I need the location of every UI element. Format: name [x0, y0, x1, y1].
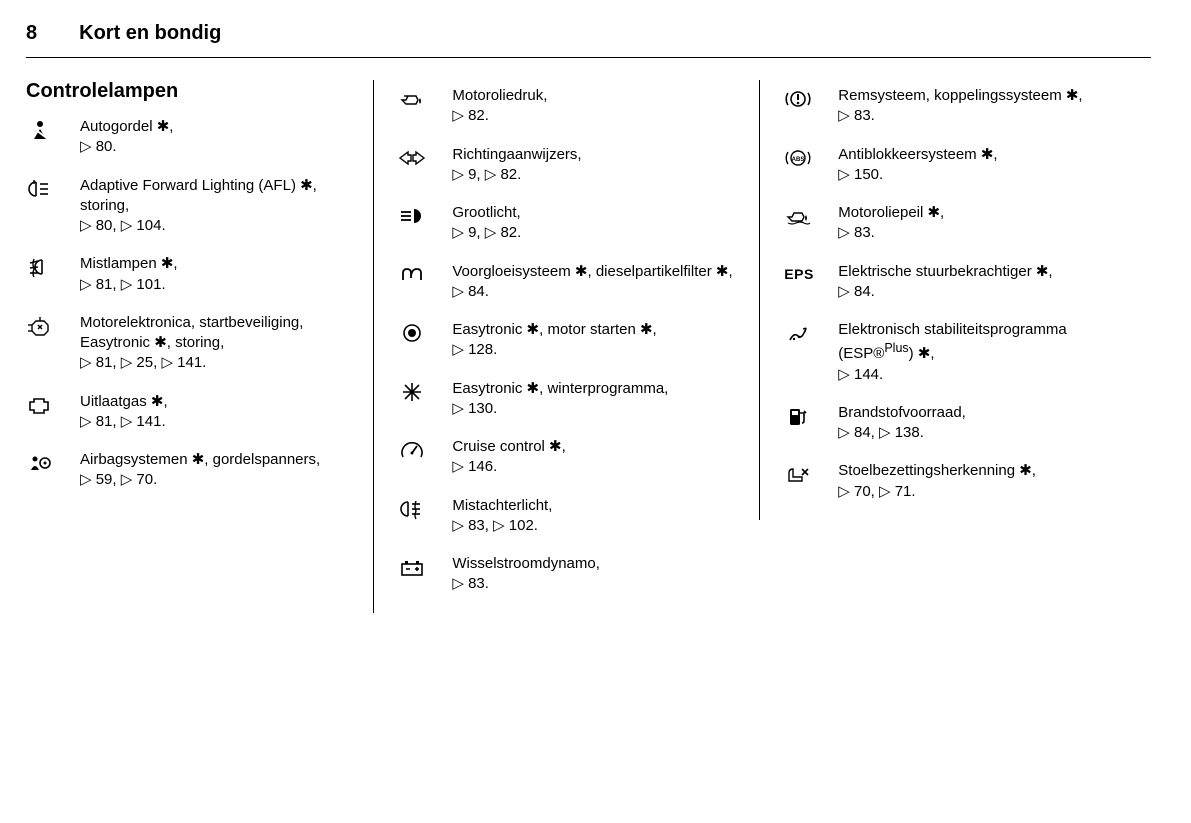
high-beam-icon: [398, 203, 452, 227]
foglamp-front-icon: [26, 254, 80, 278]
indicator-item: Voorgloeisysteem ✱, dieselpartikelfilter…: [398, 262, 741, 303]
indicator-item: Uitlaatgas ✱, ▷ 81, ▷ 141.: [26, 392, 355, 433]
battery-icon: [398, 554, 452, 578]
indicator-text: Mistlampen ✱, ▷ 81, ▷ 101.: [80, 254, 178, 295]
esp-icon: [784, 320, 838, 344]
airbag-icon: [26, 450, 80, 474]
indicator-item: Motoroliedruk, ▷ 82.: [398, 86, 741, 127]
indicator-text: Easytronic ✱, motor starten ✱, ▷ 128.: [452, 320, 656, 361]
cruise-icon: [398, 437, 452, 461]
indicator-item: Autogordel ✱, ▷ 80.: [26, 117, 355, 158]
foglamp-rear-icon: [398, 496, 452, 520]
indicator-text: Motoroliepeil ✱, ▷ 83.: [838, 203, 944, 244]
indicator-item: ABS Antiblokkeersysteem ✱, ▷ 150.: [784, 145, 1133, 186]
indicator-item: Wisselstroomdynamo, ▷ 83.: [398, 554, 741, 595]
page-header: 8 Kort en bondig: [26, 22, 1151, 58]
easytronic-start-icon: [398, 320, 452, 344]
turn-signals-icon: [398, 145, 452, 169]
indicator-item: Cruise control ✱, ▷ 146.: [398, 437, 741, 478]
indicator-item: Richtingaanwijzers, ▷ 9, ▷ 82.: [398, 145, 741, 186]
indicator-item: Brandstofvoorraad, ▷ 84, ▷ 138.: [784, 403, 1133, 444]
abs-icon: ABS: [784, 145, 838, 169]
winter-icon: [398, 379, 452, 403]
columns-wrapper: Controlelampen Autogordel ✱, ▷ 80. Adapt…: [26, 80, 1151, 613]
indicator-text: Voorgloeisysteem ✱, dieselpartikelfilter…: [452, 262, 732, 303]
indicator-text: Autogordel ✱, ▷ 80.: [80, 117, 173, 158]
indicator-item: Adaptive Forward Lighting (AFL) ✱, stori…: [26, 176, 355, 237]
indicator-item: Mistlampen ✱, ▷ 81, ▷ 101.: [26, 254, 355, 295]
indicator-item: Mistachterlicht, ▷ 83, ▷ 102.: [398, 496, 741, 537]
indicator-text: Mistachterlicht, ▷ 83, ▷ 102.: [452, 496, 552, 537]
indicator-text: Antiblokkeersysteem ✱, ▷ 150.: [838, 145, 997, 186]
preglow-icon: [398, 262, 452, 286]
column-2: Motoroliedruk, ▷ 82. Richtingaanwijzers,…: [373, 80, 759, 613]
indicator-item: Grootlicht, ▷ 9, ▷ 82.: [398, 203, 741, 244]
engine-electronics-icon: [26, 313, 80, 337]
indicator-text: Easytronic ✱, winterprogramma, ▷ 130.: [452, 379, 668, 420]
fuel-icon: [784, 403, 838, 427]
indicator-text: Cruise control ✱, ▷ 146.: [452, 437, 565, 478]
indicator-item: Remsysteem, koppelingssysteem ✱, ▷ 83.: [784, 86, 1133, 127]
brake-icon: [784, 86, 838, 110]
indicator-text: Motorelektronica, startbeveiliging, Easy…: [80, 313, 355, 374]
indicator-text: Richtingaanwijzers, ▷ 9, ▷ 82.: [452, 145, 581, 186]
indicator-text: Elektronisch stabiliteitsprogramma (ESP®…: [838, 320, 1133, 385]
indicator-item: EPS Elektrische stuurbekrachtiger ✱, ▷ 8…: [784, 262, 1133, 303]
column-1: Controlelampen Autogordel ✱, ▷ 80. Adapt…: [26, 80, 373, 509]
indicator-text: Uitlaatgas ✱, ▷ 81, ▷ 141.: [80, 392, 168, 433]
seatbelt-icon: [26, 117, 80, 141]
indicator-item: Motorelektronica, startbeveiliging, Easy…: [26, 313, 355, 374]
indicator-text: Airbagsystemen ✱, gordelspanners, ▷ 59, …: [80, 450, 320, 491]
svg-text:ABS: ABS: [792, 157, 805, 163]
exhaust-icon: [26, 392, 80, 416]
indicator-item: Easytronic ✱, motor starten ✱, ▷ 128.: [398, 320, 741, 361]
indicator-item: Airbagsystemen ✱, gordelspanners, ▷ 59, …: [26, 450, 355, 491]
indicator-text: Elektrische stuurbekrachtiger ✱, ▷ 84.: [838, 262, 1052, 303]
column-3: Remsysteem, koppelingssysteem ✱, ▷ 83. A…: [759, 80, 1151, 520]
indicator-item: Stoelbezettingsherkenning ✱, ▷ 70, ▷ 71.: [784, 461, 1133, 502]
chapter-title: Kort en bondig: [79, 22, 221, 45]
manual-page: 8 Kort en bondig Controlelampen Autogord…: [0, 0, 1191, 613]
indicator-text: Brandstofvoorraad, ▷ 84, ▷ 138.: [838, 403, 966, 444]
section-title: Controlelampen: [26, 80, 355, 103]
indicator-item: Easytronic ✱, winterprogramma, ▷ 130.: [398, 379, 741, 420]
oil-pressure-icon: [398, 86, 452, 110]
oil-level-icon: [784, 203, 838, 227]
esp-desc: Elektronisch stabiliteitsprogramma (ESP®…: [838, 320, 1133, 365]
eps-icon: EPS: [784, 262, 838, 282]
indicator-item: Motoroliepeil ✱, ▷ 83.: [784, 203, 1133, 244]
afl-icon: [26, 176, 80, 200]
indicator-text: Motoroliedruk, ▷ 82.: [452, 86, 547, 127]
indicator-text: Adaptive Forward Lighting (AFL) ✱, stori…: [80, 176, 355, 237]
indicator-item: Elektronisch stabiliteitsprogramma (ESP®…: [784, 320, 1133, 385]
indicator-text: Remsysteem, koppelingssysteem ✱, ▷ 83.: [838, 86, 1082, 127]
indicator-text: Stoelbezettingsherkenning ✱, ▷ 70, ▷ 71.: [838, 461, 1036, 502]
indicator-text: Grootlicht, ▷ 9, ▷ 82.: [452, 203, 521, 244]
seat-occupancy-icon: [784, 461, 838, 485]
page-number: 8: [26, 22, 37, 45]
indicator-text: Wisselstroomdynamo, ▷ 83.: [452, 554, 600, 595]
